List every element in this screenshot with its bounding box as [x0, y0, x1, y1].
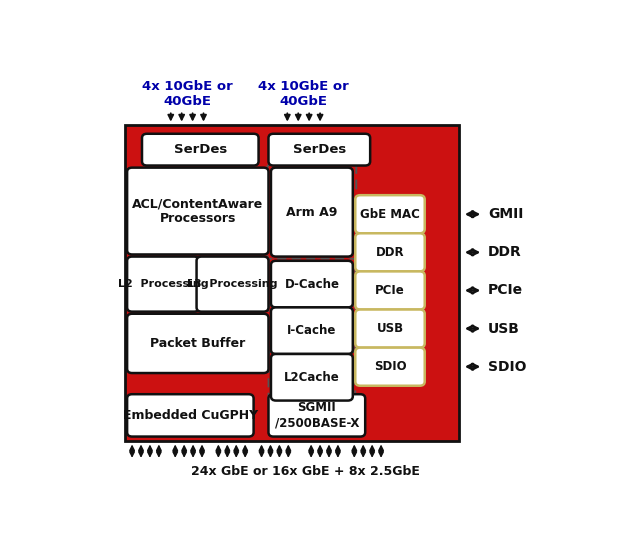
Text: I-Cache: I-Cache [287, 324, 337, 337]
Text: 24x GbE or 16x GbE + 8x 2.5GbE: 24x GbE or 16x GbE + 8x 2.5GbE [191, 465, 420, 478]
FancyBboxPatch shape [127, 256, 199, 312]
Text: ACL/ContentAware
Processors: ACL/ContentAware Processors [132, 197, 264, 225]
Text: Embedded CuGPHY: Embedded CuGPHY [123, 409, 258, 422]
Text: USB: USB [376, 322, 404, 335]
Text: PCIe: PCIe [375, 284, 405, 297]
FancyBboxPatch shape [142, 134, 259, 166]
Text: SerDes: SerDes [173, 143, 227, 156]
Text: Arm A9: Arm A9 [286, 206, 337, 218]
FancyBboxPatch shape [269, 258, 355, 310]
FancyBboxPatch shape [127, 394, 253, 437]
FancyBboxPatch shape [125, 125, 460, 441]
FancyBboxPatch shape [271, 261, 353, 307]
Text: 4x 10GbE or
40GbE: 4x 10GbE or 40GbE [142, 80, 232, 108]
Text: L2Cache: L2Cache [284, 371, 340, 384]
Text: Packet Buffer: Packet Buffer [150, 337, 245, 350]
Text: GMII: GMII [488, 207, 524, 221]
Text: L3  Processing: L3 Processing [188, 279, 278, 289]
Text: GbE MAC: GbE MAC [360, 208, 420, 221]
Text: PCIe: PCIe [488, 283, 524, 298]
Text: SGMII
/2500BASE-X: SGMII /2500BASE-X [275, 402, 359, 430]
FancyBboxPatch shape [269, 134, 370, 166]
FancyBboxPatch shape [196, 256, 269, 312]
Text: D-Cache: D-Cache [284, 278, 339, 290]
Text: DDR: DDR [488, 245, 522, 260]
Text: USB: USB [488, 322, 520, 336]
Text: SDIO: SDIO [488, 360, 527, 373]
FancyBboxPatch shape [355, 310, 425, 348]
FancyBboxPatch shape [355, 271, 425, 310]
FancyBboxPatch shape [269, 352, 355, 403]
Text: L2  Processing: L2 Processing [118, 279, 209, 289]
FancyBboxPatch shape [127, 168, 269, 255]
FancyBboxPatch shape [268, 164, 356, 260]
Text: SerDes: SerDes [292, 143, 346, 156]
FancyBboxPatch shape [355, 233, 425, 271]
FancyBboxPatch shape [269, 394, 365, 437]
FancyBboxPatch shape [355, 348, 425, 386]
FancyBboxPatch shape [127, 314, 269, 373]
FancyBboxPatch shape [355, 195, 425, 233]
FancyBboxPatch shape [271, 354, 353, 400]
FancyBboxPatch shape [269, 305, 355, 356]
FancyBboxPatch shape [271, 307, 353, 354]
Text: SDIO: SDIO [374, 360, 406, 373]
FancyBboxPatch shape [271, 168, 353, 256]
Text: 4x 10GbE or
40GbE: 4x 10GbE or 40GbE [259, 80, 349, 108]
Text: DDR: DDR [376, 246, 404, 259]
